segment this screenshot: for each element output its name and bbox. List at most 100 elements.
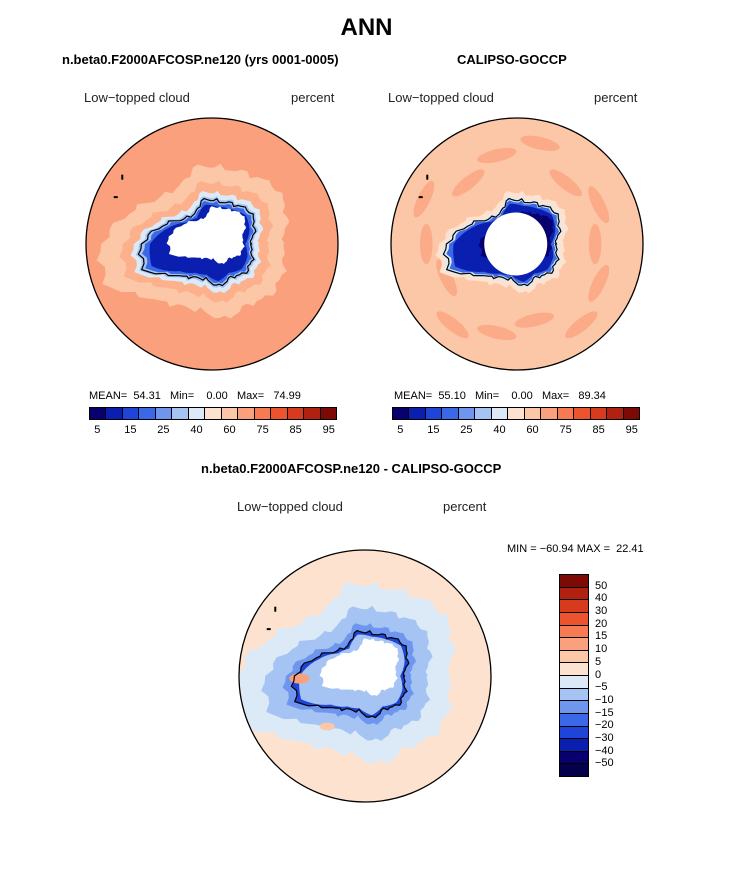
colorbar-swatch <box>560 650 588 664</box>
colorbar-tick-label: 10 <box>595 643 608 656</box>
coastline <box>442 197 562 287</box>
missing-data-region <box>484 212 548 276</box>
island <box>426 174 429 180</box>
ocean-patch <box>436 311 469 339</box>
colorbar-swatch <box>254 408 272 419</box>
ocean-patch <box>452 169 485 197</box>
panel1-variable: Low−topped cloud <box>84 90 190 105</box>
colorbar-swatch <box>271 408 288 419</box>
colorbar-swatch <box>574 408 591 419</box>
colorbar-swatch <box>508 408 525 419</box>
panel3-colorbar <box>559 574 589 777</box>
colorbar-tick-label: −40 <box>595 744 614 757</box>
ocean-patch <box>549 169 582 197</box>
map-field <box>86 118 338 370</box>
panel2-units: percent <box>594 90 638 105</box>
colorbar-swatch <box>475 408 492 419</box>
panel2-stats: MEAN= 55.10 Min= 0.00 Max= 89.34 <box>394 390 606 402</box>
colorbar-tick-label: 85 <box>289 424 302 436</box>
colorbar-tick-label: 75 <box>559 424 572 436</box>
colorbar-tick-label: 25 <box>157 424 170 436</box>
colorbar-tick-label: 50 <box>595 579 608 592</box>
colorbar-swatch <box>458 408 476 419</box>
panel1-colorbar <box>89 407 337 420</box>
colorbar-tick-label: 5 <box>595 655 602 668</box>
colorbar-swatch <box>320 408 337 419</box>
colorbar-tick-label: 0 <box>595 668 602 681</box>
colorbar-tick-label: 60 <box>526 424 539 436</box>
colorbar-tick-label: 5 <box>397 424 404 436</box>
colorbar-swatch <box>541 408 558 419</box>
panel1-colorbar-ticks: 5 15 25 40 60 75 85 95 <box>89 424 337 438</box>
island <box>266 628 271 631</box>
panel1-title: n.beta0.F2000AFCOSP.ne120 (yrs 0001-0005… <box>62 52 339 67</box>
panel2-variable: Low−topped cloud <box>388 90 494 105</box>
panel2-colorbar-ticks: 5 15 25 40 60 75 85 95 <box>392 424 640 438</box>
colorbar-tick-label: 95 <box>625 424 638 436</box>
panel3-variable: Low−topped cloud <box>237 499 343 514</box>
colorbar-swatch <box>623 408 640 419</box>
colorbar-swatch <box>139 408 156 419</box>
colorbar-tick-label: 25 <box>460 424 473 436</box>
map-border <box>238 549 492 803</box>
ocean-patch <box>514 312 555 328</box>
colorbar-swatch <box>442 408 459 419</box>
colorbar-swatch <box>560 751 588 765</box>
main-title: ANN <box>340 14 393 41</box>
colorbar-swatch <box>205 408 222 419</box>
colorbar-tick-label: 75 <box>256 424 269 436</box>
map-field <box>239 550 491 802</box>
colorbar-tick-label: 85 <box>592 424 605 436</box>
colorbar-swatch <box>524 408 542 419</box>
panel2-colorbar <box>392 407 640 420</box>
panel3-units: percent <box>443 499 487 514</box>
colorbar-swatch <box>155 408 173 419</box>
colorbar-swatch <box>393 408 410 419</box>
coastline <box>290 629 410 719</box>
colorbar-swatch <box>560 612 588 626</box>
colorbar-swatch <box>560 764 588 776</box>
positive-anomaly <box>289 673 310 684</box>
panel3-stats: MIN = −60.94 MAX = 22.41 <box>507 543 644 555</box>
colorbar-swatch <box>560 688 588 702</box>
colorbar-swatch <box>607 408 624 419</box>
colorbar-swatch <box>560 625 588 639</box>
coastline <box>137 197 257 287</box>
island <box>274 606 277 612</box>
colorbar-swatch <box>238 408 255 419</box>
ocean-patch <box>413 180 435 218</box>
colorbar-tick-label: 15 <box>124 424 137 436</box>
colorbar-swatch <box>560 726 588 740</box>
panel2-title: CALIPSO-GOCCP <box>457 52 567 67</box>
colorbar-swatch <box>304 408 321 419</box>
missing-data-region <box>319 638 399 696</box>
colorbar-swatch <box>560 600 588 613</box>
missing-data-region <box>166 206 246 264</box>
ocean-patch <box>477 147 517 164</box>
map-border <box>390 117 644 371</box>
colorbar-tick-label: −50 <box>595 757 614 770</box>
colorbar-tick-label: 30 <box>595 605 608 618</box>
panel1-units: percent <box>291 90 335 105</box>
positive-anomaly <box>319 722 335 731</box>
colorbar-swatch <box>425 408 443 419</box>
colorbar-swatch <box>560 663 588 676</box>
colorbar-tick-label: 95 <box>322 424 335 436</box>
colorbar-tick-label: 15 <box>427 424 440 436</box>
colorbar-tick-label: 15 <box>595 630 608 643</box>
ocean-patch <box>588 264 610 302</box>
colorbar-swatch <box>560 587 588 601</box>
colorbar-tick-label: −15 <box>595 706 614 719</box>
colorbar-swatch <box>409 408 426 419</box>
colorbar-swatch <box>287 408 305 419</box>
colorbar-swatch <box>560 638 588 651</box>
colorbar-swatch <box>560 713 588 727</box>
colorbar-swatch <box>90 408 107 419</box>
colorbar-tick-label: −5 <box>595 681 608 694</box>
ocean-patch <box>588 186 610 224</box>
panel3-title: n.beta0.F2000AFCOSP.ne120 - CALIPSO-GOCC… <box>201 461 502 476</box>
colorbar-swatch <box>560 701 588 714</box>
